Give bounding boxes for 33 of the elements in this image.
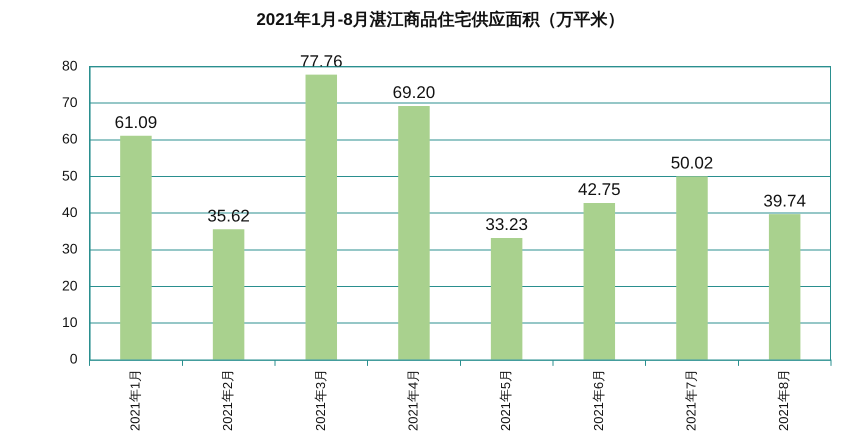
x-tick-label: 2021年8月 — [776, 368, 792, 432]
y-tick-label: 20 — [62, 277, 78, 294]
y-tick-label: 40 — [62, 204, 78, 220]
bar — [212, 229, 244, 360]
x-tick-label: 2021年5月 — [498, 368, 514, 432]
data-label: 42.75 — [578, 180, 621, 200]
y-tick-label: 10 — [62, 314, 78, 330]
y-tick-label: 50 — [62, 167, 78, 184]
y-tick-label: 70 — [62, 94, 78, 110]
data-label: 33.23 — [485, 215, 528, 234]
x-tick-label: 2021年1月 — [127, 368, 142, 432]
x-tick-label: 2021年4月 — [406, 368, 421, 432]
y-tick-label: 30 — [62, 240, 78, 257]
data-label: 39.74 — [763, 191, 806, 210]
x-tick-label: 2021年2月 — [220, 368, 236, 432]
y-tick-label: 0 — [70, 350, 78, 367]
y-tick-label: 80 — [62, 57, 78, 74]
bar — [676, 176, 708, 360]
bar — [398, 106, 430, 360]
data-label: 77.76 — [300, 52, 343, 71]
x-tick-label: 2021年7月 — [684, 368, 699, 432]
bar — [768, 214, 800, 360]
bar — [120, 136, 152, 360]
bar — [306, 74, 338, 360]
bar — [584, 203, 616, 360]
data-label: 69.20 — [392, 83, 436, 102]
data-label: 61.09 — [114, 112, 158, 132]
x-tick-label: 2021年6月 — [590, 368, 606, 432]
y-tick-label: 60 — [62, 130, 78, 147]
x-tick-label: 2021年3月 — [312, 368, 328, 432]
chart-title: 2021年1月-8月湛江商品住宅供应面积（万平米） — [256, 10, 625, 29]
data-label: 50.02 — [670, 154, 714, 173]
bar — [490, 238, 522, 360]
